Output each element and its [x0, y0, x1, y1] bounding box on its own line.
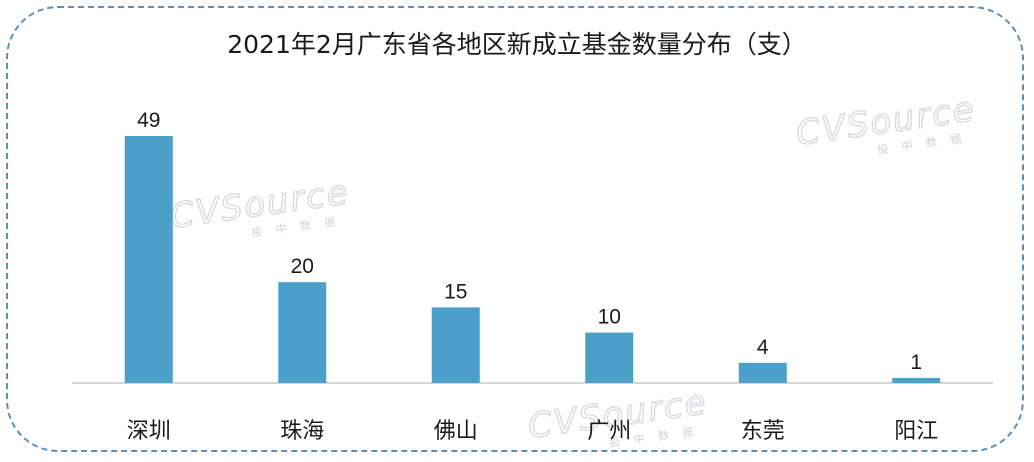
value-label-5: 1: [910, 351, 922, 374]
category-label-3: 广州: [587, 419, 631, 444]
category-labels-layer: 深圳 珠海 佛山 广州 东莞 阳江: [127, 419, 939, 444]
bar-2: [431, 307, 480, 383]
bar-1: [278, 282, 327, 383]
value-label-0: 49: [137, 109, 160, 132]
category-label-1: 珠海: [280, 419, 324, 444]
value-label-2: 15: [444, 280, 467, 303]
bars-layer: [124, 136, 941, 383]
value-label-1: 20: [291, 255, 314, 278]
chart-title: 2021年2月广东省各地区新成立基金数量分布（支）: [227, 30, 807, 59]
value-label-3: 10: [598, 306, 621, 329]
category-label-0: 深圳: [127, 419, 171, 444]
bar-0: [124, 136, 173, 383]
bar-5: [892, 377, 941, 383]
chart-frame: [6, 6, 1024, 452]
value-label-4: 4: [757, 336, 769, 359]
value-labels-layer: 49 20 15 10 4 1: [137, 109, 922, 374]
category-label-4: 东莞: [741, 419, 785, 444]
watermark-1: CVSource 投 中 数 据: [167, 172, 353, 240]
watermark-2: CVSource 投 中 数 据: [793, 89, 979, 157]
category-label-5: 阳江: [894, 419, 938, 444]
bar-4: [738, 362, 787, 383]
bar-3: [585, 332, 634, 383]
category-label-2: 佛山: [434, 419, 478, 444]
